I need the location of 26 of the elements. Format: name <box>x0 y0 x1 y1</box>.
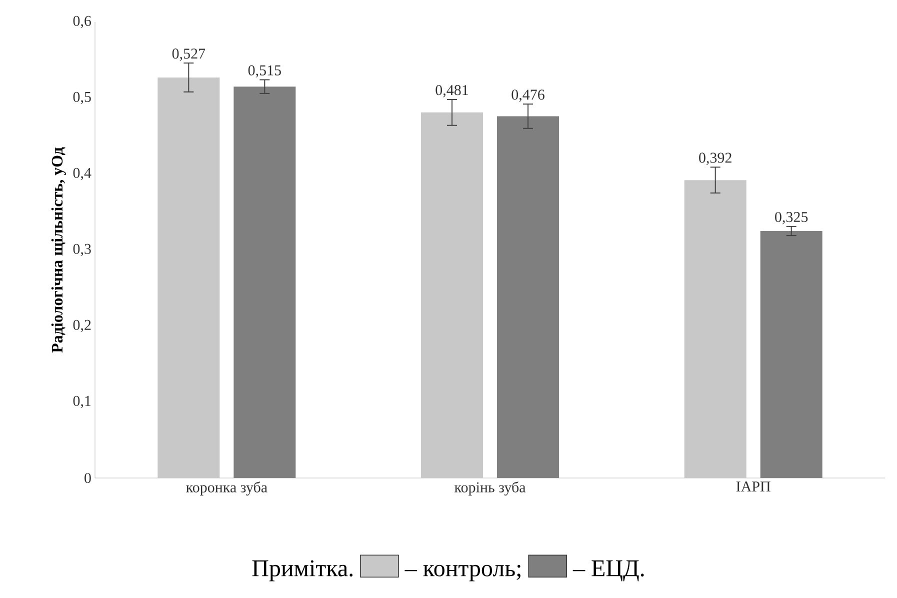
bar <box>684 180 746 478</box>
y-tick-label: 0,5 <box>73 92 91 104</box>
legend-title: Примітка. <box>252 560 353 582</box>
data-label: 0,392 <box>699 152 732 165</box>
x-tick-label: ІАРП <box>736 482 770 492</box>
x-tick-label: коронка зуба <box>186 482 268 496</box>
y-tick-label: 0,4 <box>73 168 92 180</box>
bar <box>760 230 822 478</box>
x-tick-label: корінь зуба <box>454 482 526 496</box>
legend-label: – контроль; <box>404 564 520 582</box>
bar <box>234 86 296 478</box>
legend-label: – ЕЦД. <box>572 560 644 582</box>
data-label: 0,527 <box>172 48 206 61</box>
y-tick-label: 0,2 <box>73 320 91 332</box>
y-tick-label: 0,1 <box>73 396 91 408</box>
y-axis-title: Радіологічна щільність, уОд <box>51 147 66 353</box>
y-tick-label: 0,6 <box>73 16 92 28</box>
data-label: 0,515 <box>248 65 281 78</box>
bar <box>158 77 220 478</box>
y-tick-label: 0 <box>84 472 91 484</box>
bar <box>497 116 560 478</box>
data-label: 0,325 <box>775 212 808 224</box>
y-tick-label: 0,3 <box>73 244 91 256</box>
data-label: 0,476 <box>512 90 544 102</box>
data-label: 0,481 <box>436 85 468 98</box>
bar <box>421 112 484 478</box>
